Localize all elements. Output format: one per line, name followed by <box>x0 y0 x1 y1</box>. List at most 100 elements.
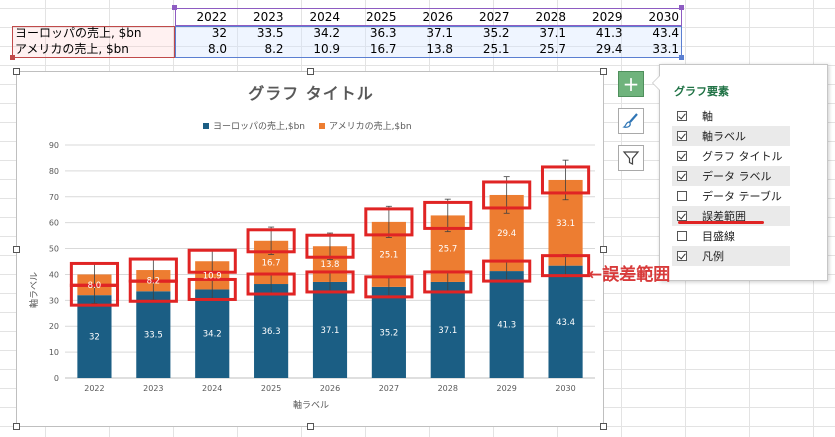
value-cell[interactable]: 32 <box>211 26 228 40</box>
data-label[interactable]: 8.2 <box>147 277 161 287</box>
value-cell[interactable]: 37.1 <box>539 26 567 40</box>
bar-europe[interactable] <box>430 281 465 378</box>
value-cell[interactable]: 25.1 <box>482 42 510 56</box>
chart-element-option[interactable]: データ テーブル <box>672 186 790 206</box>
range-handle[interactable] <box>679 5 684 10</box>
value-cell[interactable]: 35.2 <box>482 26 510 40</box>
year-header-cell[interactable]: 2029 <box>591 10 623 24</box>
checkbox-unchecked-icon[interactable] <box>677 231 687 241</box>
chart-element-option[interactable]: 軸ラベル <box>672 126 790 146</box>
checkbox-checked-icon[interactable] <box>677 211 687 221</box>
value-cell[interactable]: 29.4 <box>595 42 623 56</box>
chart-filters-button[interactable] <box>618 145 644 171</box>
chart-element-option-label: 凡例 <box>702 250 724 263</box>
year-header-cell[interactable]: 2030 <box>648 10 680 24</box>
chart-resize-handle[interactable] <box>13 423 20 430</box>
y-axis-title[interactable]: 軸ラベル <box>30 271 40 308</box>
data-label[interactable]: 43.4 <box>556 318 575 328</box>
value-cell[interactable]: 25.7 <box>539 42 567 56</box>
checkbox-checked-icon[interactable] <box>677 251 687 261</box>
bar-europe[interactable] <box>371 286 406 378</box>
table-corner-cell[interactable] <box>12 9 174 25</box>
data-label[interactable]: 35.2 <box>379 328 398 338</box>
bar-europe[interactable] <box>548 265 583 378</box>
checkbox-checked-icon[interactable] <box>677 171 687 181</box>
year-header-cell[interactable]: 2028 <box>535 10 567 24</box>
range-handle[interactable] <box>10 55 15 60</box>
data-label[interactable]: 13.8 <box>321 260 340 270</box>
value-cell[interactable]: 36.3 <box>369 26 397 40</box>
bar-europe[interactable] <box>195 289 230 378</box>
bar-europe[interactable] <box>136 291 171 378</box>
value-cell[interactable]: 34.2 <box>313 26 341 40</box>
plot-area[interactable]: 0102030405060708090328.0202233.58.220233… <box>17 72 605 428</box>
chart-element-option[interactable]: 目盛線 <box>672 226 790 246</box>
data-label[interactable]: 32 <box>89 333 100 343</box>
data-label[interactable]: 25.1 <box>379 250 398 260</box>
range-handle[interactable] <box>172 5 177 10</box>
year-header-cell[interactable]: 2022 <box>196 10 228 24</box>
value-cell[interactable]: 16.7 <box>369 42 397 56</box>
chart-area[interactable]: グラフ タイトル ヨーロッパの売上,$bn アメリカの売上,$bn 0 10 20 3… <box>13 68 607 430</box>
data-label[interactable]: 36.3 <box>262 327 281 337</box>
chart-resize-handle[interactable] <box>600 246 607 253</box>
checkbox-checked-icon[interactable] <box>677 151 687 161</box>
value-cell[interactable]: 13.8 <box>426 42 454 56</box>
data-label[interactable]: 25.7 <box>438 245 457 255</box>
value-cell[interactable]: 37.1 <box>426 26 454 40</box>
year-header-cell[interactable]: 2023 <box>252 10 284 24</box>
chart-legend[interactable]: ヨーロッパの売上,$bn アメリカの売上,$bn <box>203 119 412 132</box>
bar-europe[interactable] <box>254 284 289 378</box>
data-label[interactable]: 37.1 <box>438 326 457 336</box>
chart-elements-button[interactable]: + <box>618 71 644 97</box>
chart-resize-handle[interactable] <box>307 423 314 430</box>
data-label[interactable]: 41.3 <box>497 321 516 331</box>
chart-resize-handle[interactable] <box>307 68 314 75</box>
value-cell[interactable]: 33.1 <box>652 42 680 56</box>
value-cell[interactable]: 8.0 <box>207 42 228 56</box>
chart-resize-handle[interactable] <box>600 68 607 75</box>
data-label[interactable]: 33.5 <box>144 331 163 341</box>
year-header-cell[interactable]: 2024 <box>309 10 341 24</box>
year-header-cell[interactable]: 2025 <box>365 10 397 24</box>
chart-title[interactable]: グラフ タイトル <box>248 84 374 103</box>
chart-element-option[interactable]: データ ラベル <box>672 166 790 186</box>
range-handle[interactable] <box>679 55 684 60</box>
bar-europe[interactable] <box>77 295 112 378</box>
data-label[interactable]: 37.1 <box>321 326 340 336</box>
bar-europe[interactable] <box>489 271 524 378</box>
chart-element-option[interactable]: 凡例 <box>672 246 790 266</box>
x-axis-title[interactable]: 軸ラベル <box>292 401 329 411</box>
value-cell[interactable]: 8.2 <box>264 42 284 56</box>
data-label[interactable]: 16.7 <box>262 258 281 268</box>
chart-element-option[interactable]: グラフ タイトル <box>672 146 790 166</box>
legend-item-europe[interactable]: ヨーロッパの売上,$bn <box>203 119 305 132</box>
chart-resize-handle[interactable] <box>13 68 20 75</box>
data-label[interactable]: 34.2 <box>203 330 222 340</box>
chart-resize-handle[interactable] <box>600 423 607 430</box>
data-label[interactable]: 29.4 <box>497 229 516 239</box>
value-cell[interactable]: 43.4 <box>652 26 680 40</box>
value-cell[interactable]: 10.9 <box>313 42 341 56</box>
data-label[interactable]: 33.1 <box>556 219 575 229</box>
series-name-cell[interactable]: ヨーロッパの売上, $bn <box>15 26 142 40</box>
table-row: ヨーロッパの売上, $bn 32 33.5 34.2 36.3 37.1 35.… <box>12 25 682 41</box>
chart-resize-handle[interactable] <box>13 246 20 253</box>
data-label[interactable]: 10.9 <box>203 271 222 281</box>
year-header-cell[interactable]: 2027 <box>478 10 510 24</box>
series-name-cell[interactable]: アメリカの売上, $bn <box>15 42 129 56</box>
data-label[interactable]: 8.0 <box>88 281 102 291</box>
value-cell[interactable]: 41.3 <box>595 26 623 40</box>
error-bar-highlight <box>423 200 473 230</box>
chart-element-option[interactable]: 軸 <box>672 106 790 126</box>
year-header-cell[interactable]: 2026 <box>422 10 454 24</box>
checkbox-checked-icon[interactable] <box>677 131 687 141</box>
error-bar-highlight <box>540 165 591 195</box>
legend-item-america[interactable]: アメリカの売上,$bn <box>319 119 412 132</box>
x-tick-label: 2025 <box>261 384 281 393</box>
checkbox-unchecked-icon[interactable] <box>677 191 687 201</box>
value-cell[interactable]: 33.5 <box>256 26 284 40</box>
bar-europe[interactable] <box>312 281 348 378</box>
checkbox-checked-icon[interactable] <box>677 111 687 121</box>
chart-styles-button[interactable] <box>618 108 644 134</box>
